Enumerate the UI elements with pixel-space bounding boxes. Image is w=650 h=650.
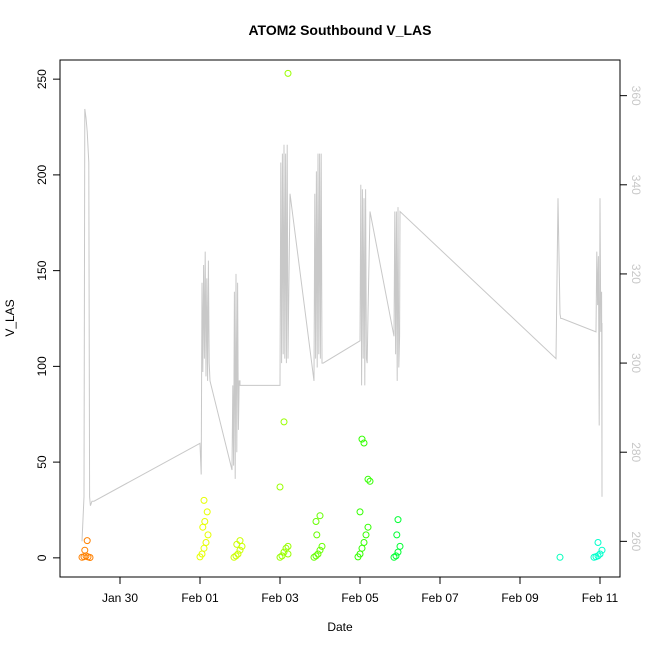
y-tick-label: 50 (35, 455, 49, 469)
x-tick-label: Feb 01 (181, 591, 219, 605)
x-tick-label: Feb 11 (582, 591, 619, 605)
x-tick-label: Jan 30 (102, 591, 138, 605)
data-point (232, 552, 240, 560)
data-point (199, 523, 207, 531)
data-point (280, 548, 288, 556)
data-point (200, 496, 208, 504)
data-point (556, 553, 564, 561)
y-tick-label: 100 (35, 356, 49, 376)
data-point (276, 553, 284, 561)
data-point (236, 537, 244, 545)
data-point (284, 69, 292, 77)
y-axis-label: V_LAS (3, 299, 17, 336)
data-point (594, 539, 602, 546)
series-line-layer (81, 108, 603, 542)
x-tick-label: Feb 03 (261, 591, 299, 605)
data-point (310, 553, 318, 561)
data-point (284, 550, 292, 558)
data-point (83, 537, 91, 545)
data-point (280, 418, 288, 426)
data-point (236, 546, 244, 554)
data-point (596, 550, 604, 558)
series-line (81, 108, 603, 542)
data-point (394, 516, 402, 524)
data-point (598, 546, 606, 554)
data-point (203, 508, 211, 516)
data-point (364, 523, 372, 531)
data-point (366, 477, 374, 485)
data-point (230, 553, 238, 561)
data-point (233, 540, 241, 548)
data-point (312, 552, 320, 560)
y2-tick-label: 280 (629, 442, 643, 462)
data-point (204, 531, 212, 539)
data-point (393, 531, 401, 539)
data-point (360, 439, 368, 447)
data-point (594, 552, 602, 560)
data-point (316, 512, 324, 520)
chart-title: ATOM2 Southbound V_LAS (248, 22, 431, 38)
data-point (390, 553, 398, 561)
data-point (202, 539, 210, 546)
data-point (362, 531, 370, 539)
data-point (86, 554, 94, 561)
y-tick-label: 200 (35, 165, 49, 185)
axes-layer: 0 50 100 150 200 250 260 280 300 320 340 360 Jan 30 F… (35, 69, 643, 605)
y2-tick-label: 340 (629, 175, 643, 195)
data-point (314, 550, 322, 558)
data-point (358, 435, 366, 443)
data-point (284, 542, 292, 550)
data-point (396, 542, 404, 550)
data-point (234, 550, 242, 558)
x-tick-label: Feb 05 (341, 591, 379, 605)
data-point (360, 539, 368, 546)
data-point (276, 483, 284, 491)
y2-tick-label: 320 (629, 264, 643, 284)
y-tick-label: 0 (35, 554, 49, 561)
data-point (316, 546, 324, 554)
data-point (356, 508, 364, 516)
data-point (313, 531, 321, 539)
x-tick-label: Feb 07 (421, 591, 459, 605)
data-point (201, 518, 209, 525)
data-point (364, 475, 372, 483)
x-tick-label: Feb 09 (501, 591, 539, 605)
data-point (392, 552, 400, 560)
data-point (200, 544, 208, 552)
x-axis-label: Date (327, 620, 353, 634)
y-tick-label: 250 (35, 69, 49, 89)
data-points-layer (78, 69, 606, 561)
data-point (318, 542, 326, 550)
plot-frame (59, 59, 621, 578)
data-point (278, 552, 286, 560)
data-point (312, 518, 320, 525)
data-point (81, 546, 89, 554)
y2-tick-label: 300 (629, 353, 643, 373)
y-tick-label: 150 (35, 260, 49, 280)
y2-tick-label: 360 (629, 86, 643, 106)
data-point (358, 544, 366, 552)
y2-tick-label: 260 (629, 531, 643, 551)
